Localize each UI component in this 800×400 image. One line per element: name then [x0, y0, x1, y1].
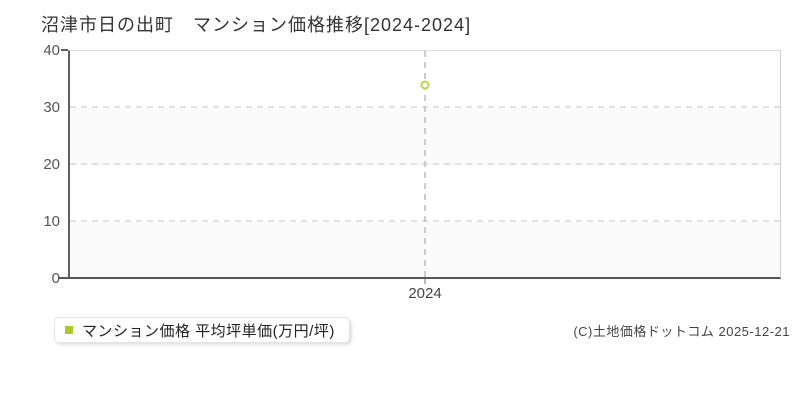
chart-title: 沼津市日の出町 マンション価格推移[2024-2024] — [41, 15, 472, 35]
y-axis-tick-40 — [61, 49, 68, 51]
plot-area — [68, 50, 781, 279]
x-axis-tick-2024 — [424, 279, 426, 284]
gridline-x2024 — [424, 51, 426, 277]
data-point — [420, 80, 430, 90]
y-tick-label-40: 40 — [43, 42, 60, 59]
y-tick-label-30: 30 — [43, 99, 60, 116]
x-tick-label-2024: 2024 — [408, 285, 442, 302]
legend-label: マンション価格 平均坪単価(万円/坪) — [82, 322, 335, 340]
copyright-text: (C)土地価格ドットコム 2025-12-21 — [573, 324, 790, 339]
y-tick-label-0: 0 — [51, 270, 60, 287]
y-tick-label-20: 20 — [43, 156, 60, 173]
y-axis-tick-0 — [59, 277, 68, 279]
legend-swatch-icon — [65, 326, 73, 334]
legend: マンション価格 平均坪単価(万円/坪) — [54, 317, 350, 343]
y-tick-label-10: 10 — [43, 213, 60, 230]
